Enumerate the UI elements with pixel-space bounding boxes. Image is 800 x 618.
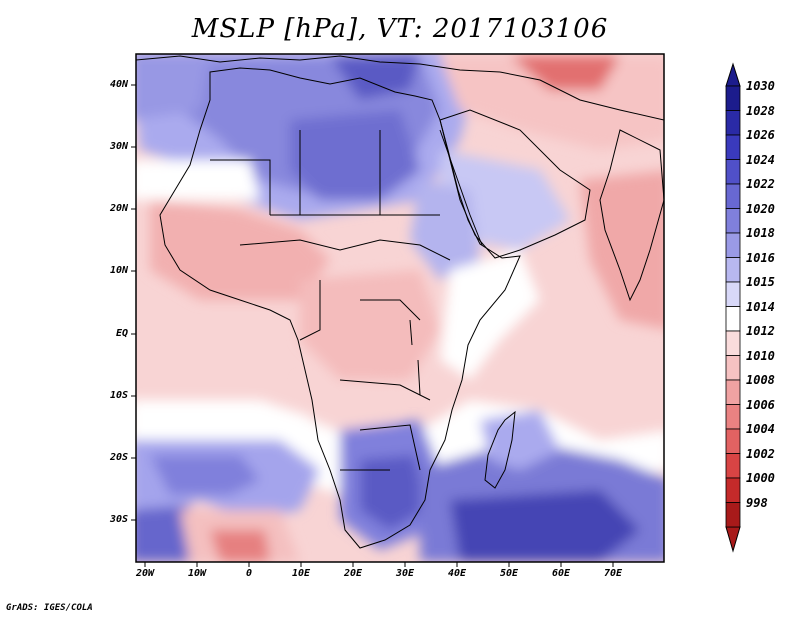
colorbar-label-1008: 1008 [746, 373, 775, 387]
colorbar-box-1026 [725, 134, 741, 160]
arabia [439, 109, 591, 259]
colorbar-label-1012: 1012 [746, 324, 775, 338]
field-high-madagascar [480, 410, 560, 470]
field-low-iran-core [510, 56, 620, 90]
lat-label-10s: 10S [109, 390, 128, 401]
map-frame [135, 53, 665, 563]
field-low-arabia-north [440, 56, 664, 150]
colorbar-box-1002 [725, 453, 741, 479]
lon-label-40e: 40E [447, 568, 467, 579]
colorbar-box-1018 [725, 232, 741, 258]
colorbar-label-1018: 1018 [746, 226, 775, 240]
colorbar-label-1004: 1004 [746, 422, 775, 436]
colorbar-box-998 [725, 502, 741, 528]
lat-label-40n: 40N [109, 79, 128, 90]
colorbar-label-1024: 1024 [746, 152, 775, 167]
field-low-angola [300, 380, 400, 440]
india [599, 129, 664, 302]
colorbar-label-1016: 1016 [746, 250, 775, 265]
colorbar-label-1022: 1022 [746, 177, 775, 191]
lat-label-10n: 10N [109, 265, 128, 276]
lat-label-30n: 30N [109, 141, 128, 152]
lon-label-60e: 60E [551, 568, 571, 579]
colorbar-box-1010 [725, 355, 741, 381]
colorbar-label-1010: 1010 [746, 348, 775, 363]
field-low-sahel [150, 200, 330, 300]
lat-label-20s: 20S [109, 452, 128, 463]
colorbar-label-1002: 1002 [746, 446, 775, 461]
colorbar-box-1008 [725, 379, 741, 405]
red-sea-line [439, 129, 483, 246]
colorbar-box-1030 [725, 85, 741, 111]
colorbar-label-1026: 1026 [746, 128, 775, 142]
colorbar-top-arrow [725, 62, 741, 87]
field-high-atlantic-west [136, 54, 210, 120]
lon-label-50e: 50E [499, 568, 519, 579]
field-neutral-east-africa [440, 250, 540, 380]
lat-label-30s: 30S [109, 514, 128, 525]
colorbar-box-1028 [725, 110, 741, 136]
pressure-field [136, 54, 664, 562]
colorbar-box-1015 [725, 281, 741, 307]
colorbar-box-1020 [725, 208, 741, 234]
lon-label-0: 0 [245, 568, 253, 579]
lat-label-eq: EQ [115, 328, 128, 339]
colorbar-label-1030: 1030 [746, 79, 775, 93]
field-low-satl-core [210, 530, 270, 562]
colorbar-box-1006 [725, 404, 741, 430]
sahara-borders [210, 130, 440, 216]
madagascar [484, 410, 516, 489]
lon-label-10w: 10W [187, 568, 207, 579]
field-high-libya [290, 110, 420, 200]
field-high-satl-core [150, 455, 260, 495]
africa-coastline [159, 67, 521, 549]
credit-text: GrADS: IGES/COLA [6, 603, 93, 613]
lat-label-20n: 20N [109, 203, 128, 214]
colorbar-box-1012 [725, 330, 741, 356]
field-low-congo [300, 270, 440, 380]
colorbar-boxes [725, 85, 741, 528]
colorbar-label-1006: 1006 [746, 397, 775, 412]
lon-label-30e: 30E [395, 568, 415, 579]
lon-label-20w: 20W [135, 568, 155, 579]
iran-border [499, 71, 664, 121]
field-high-med [330, 54, 420, 100]
colorbar-label-1028: 1028 [746, 103, 775, 118]
colorbar-label-1014: 1014 [746, 299, 775, 314]
field-high-indian-core [450, 490, 640, 562]
lon-ticks [144, 562, 614, 567]
colorbar-label-1000: 1000 [746, 471, 775, 485]
lon-label-10e: 10E [291, 568, 311, 579]
field-high-south-africa-core [360, 455, 425, 530]
map-title: MSLP [hPa], VT: 2017103106 [191, 14, 609, 44]
colorbar-box-1022 [725, 183, 741, 209]
colorbar-box-1016 [725, 257, 741, 283]
colorbar-label-1015: 1015 [746, 275, 775, 289]
colorbar-bottom-arrow [725, 526, 741, 553]
colorbar-box-1004 [725, 428, 741, 454]
lon-label-20e: 20E [343, 568, 363, 579]
field-low-india [580, 170, 664, 329]
lakes [409, 319, 421, 396]
coastlines [136, 55, 664, 549]
lon-label-70e: 70E [603, 568, 623, 579]
colorbar-label-998: 998 [746, 495, 768, 510]
lat-ticks [131, 84, 136, 521]
colorbar-box-1014 [725, 306, 741, 332]
colorbar-box-1024 [725, 159, 741, 185]
field-neutral-west [136, 160, 260, 200]
europe-south [136, 55, 501, 73]
colorbar-label-1020: 1020 [746, 201, 775, 216]
central-borders [239, 239, 451, 471]
colorbar-box-1000 [725, 477, 741, 503]
